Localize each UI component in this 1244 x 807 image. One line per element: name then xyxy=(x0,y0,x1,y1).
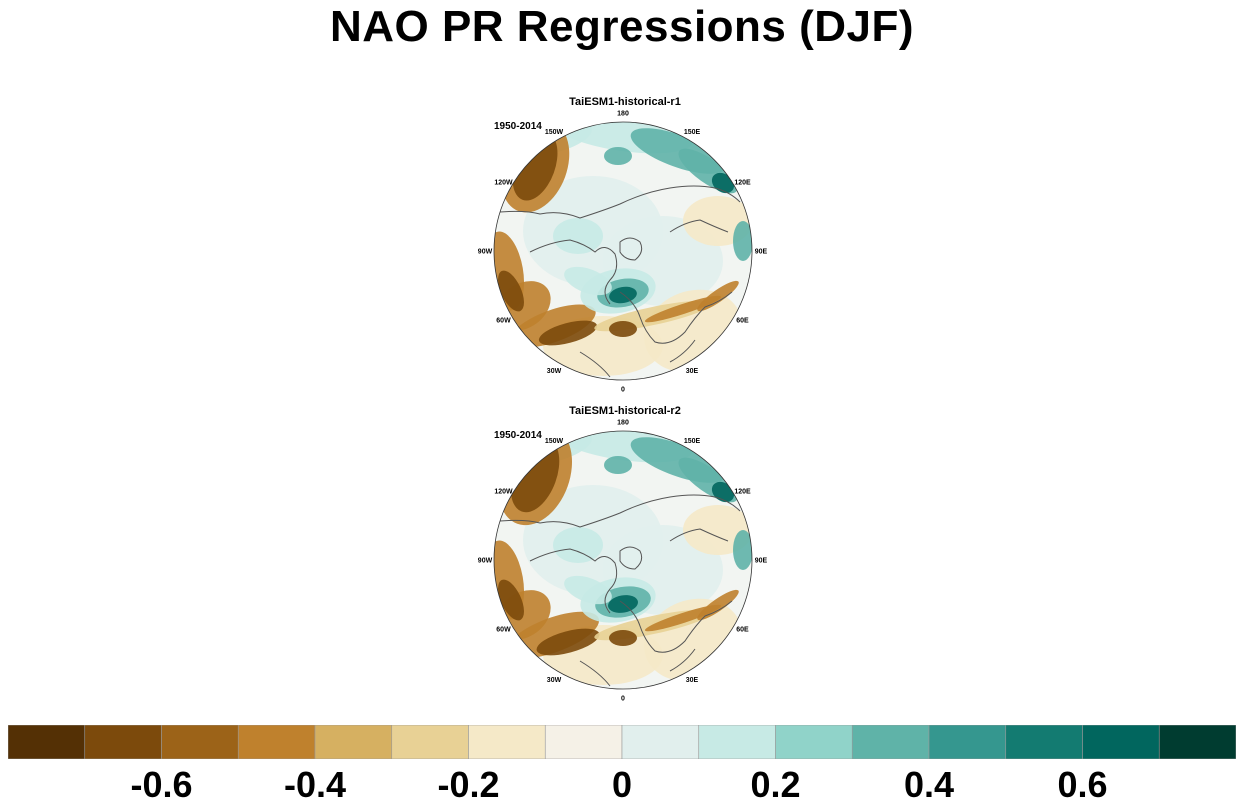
coastline xyxy=(529,239,618,305)
colorbar-swatch xyxy=(237,725,316,759)
coastline xyxy=(619,546,643,570)
precip-anomaly xyxy=(604,147,632,165)
precip-anomaly xyxy=(604,456,632,474)
coastline xyxy=(499,185,741,219)
coastline xyxy=(579,351,611,378)
precip-anomaly xyxy=(564,266,612,296)
longitude-label: 60W xyxy=(496,627,511,634)
precip-anomaly xyxy=(538,320,598,346)
polar-map-1: 180 150E 120E 90E 60E 30E 0 30W 60W 90W 120W 150W xyxy=(478,111,768,393)
colorbar-tick-label: -0.2 xyxy=(437,764,500,805)
precip-anomaly xyxy=(553,218,603,254)
precip-anomaly xyxy=(711,172,735,194)
coastline xyxy=(619,600,733,653)
precip-anomaly xyxy=(564,575,612,605)
precip-anomaly xyxy=(536,628,600,656)
coastline xyxy=(669,339,696,363)
longitude-label: 150E xyxy=(684,129,701,136)
colorbar-tick-label: 0.2 xyxy=(750,764,801,805)
colorbar-tick-label: 0 xyxy=(611,764,633,805)
precip-anomaly xyxy=(498,270,524,312)
colorbar-swatch xyxy=(391,725,469,759)
longitude-label: 120E xyxy=(734,180,751,187)
longitude-label: 180 xyxy=(617,111,629,118)
longitude-label: 30E xyxy=(686,368,699,375)
colorbar-swatch xyxy=(851,725,930,759)
coastline xyxy=(499,494,741,528)
precip-field xyxy=(494,431,752,689)
longitude-label: 180 xyxy=(617,420,629,427)
longitude-label: 90E xyxy=(755,249,768,256)
panel-period: 1950-2014 xyxy=(494,121,542,132)
longitude-label: 120E xyxy=(734,489,751,496)
precip-anomaly xyxy=(608,595,638,613)
longitude-label: 150W xyxy=(545,129,564,136)
colorbar-swatch xyxy=(698,725,776,759)
longitude-label: 0 xyxy=(621,696,625,702)
colorbar-swatch xyxy=(8,725,86,759)
coastline xyxy=(669,648,696,672)
precip-anomaly xyxy=(697,280,739,312)
colorbar-tick-label: -0.4 xyxy=(283,764,347,805)
colorbar-swatch xyxy=(1005,725,1083,759)
colorbar-swatch xyxy=(468,725,546,759)
precip-field xyxy=(494,122,752,380)
longitude-label: 60E xyxy=(736,318,749,325)
longitude-label: 0 xyxy=(621,387,625,393)
map-boundary xyxy=(493,430,753,690)
coastline xyxy=(669,528,729,542)
colorbar-swatch xyxy=(621,725,700,759)
precip-anomaly xyxy=(609,321,637,337)
precip-anomaly xyxy=(609,630,637,646)
precip-anomaly xyxy=(697,589,739,621)
colorbar-swatch xyxy=(775,725,853,759)
longitude-label: 30W xyxy=(547,368,562,375)
longitude-label: 60E xyxy=(736,627,749,634)
longitude-label: 30E xyxy=(686,677,699,684)
colorbar-tick-label: -0.6 xyxy=(130,764,193,805)
coastline xyxy=(619,237,643,261)
precip-anomaly xyxy=(506,611,600,659)
longitude-label: 90E xyxy=(755,558,768,565)
longitude-label: 90W xyxy=(478,249,493,256)
colorbar-swatch xyxy=(314,725,393,759)
colorbar-tick-label: 0.6 xyxy=(1057,764,1108,805)
colorbar-swatch xyxy=(928,725,1007,759)
panel-title: TaiESM1-historical-r2 xyxy=(569,405,681,417)
panel-period: 1950-2014 xyxy=(494,430,542,441)
longitude-label: 30W xyxy=(547,677,562,684)
precip-anomaly xyxy=(733,221,752,261)
longitude-label: 120W xyxy=(494,180,513,187)
coastline xyxy=(669,219,729,233)
precip-anomaly xyxy=(553,527,603,563)
colorbar-swatch xyxy=(84,725,162,759)
precip-anomaly xyxy=(498,579,524,621)
colorbar-swatch xyxy=(1158,725,1236,759)
precip-anomaly xyxy=(510,304,596,348)
longitude-label: 120W xyxy=(494,489,513,496)
colorbar-tick-label: 0.4 xyxy=(903,764,955,805)
longitude-label: 90W xyxy=(478,558,493,565)
map-boundary xyxy=(493,121,753,381)
colorbar xyxy=(8,725,1236,759)
precip-anomaly xyxy=(733,530,752,570)
map-panel-2: 180 150E 120E 90E 60E 30E 0 30W 60W 90W 120W 150W T… xyxy=(470,401,780,701)
coastline xyxy=(529,548,618,614)
longitude-label: 60W xyxy=(496,318,511,325)
figure-title: NAO PR Regressions (DJF) xyxy=(329,2,915,51)
panel-title: TaiESM1-historical-r1 xyxy=(569,96,681,108)
colorbar-swatch xyxy=(1082,725,1160,759)
colorbar-swatch xyxy=(544,725,623,759)
colorbar-swatches xyxy=(8,725,1236,759)
map-panel-1: 180 150E 120E 90E 60E 30E 0 30W 60W 90W 120W 150W T… xyxy=(470,92,780,392)
coastline xyxy=(619,291,733,344)
colorbar-swatch xyxy=(161,725,239,759)
polar-map-2: 180 150E 120E 90E 60E 30E 0 30W 60W 90W 120W 150W xyxy=(478,420,768,702)
precip-anomaly xyxy=(711,481,735,503)
precip-anomaly xyxy=(609,286,637,304)
longitude-label: 150E xyxy=(684,438,701,445)
coastline xyxy=(579,660,611,687)
longitude-label: 150W xyxy=(545,438,564,445)
